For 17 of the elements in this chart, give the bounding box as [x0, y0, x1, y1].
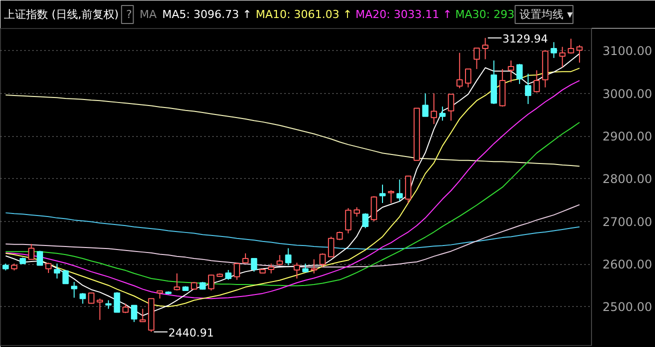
text: MA10: 3061.03 ↑: [256, 8, 352, 21]
text: MA: [140, 8, 158, 21]
text: 设置均线 ▾: [520, 8, 574, 21]
y-tick-label: 2700.00: [602, 214, 652, 229]
annotation: 3129.94: [502, 32, 548, 46]
text: MA5: 3096.73 ↑: [162, 8, 252, 21]
y-tick-label: 3100.00: [602, 44, 652, 58]
text: ?: [126, 8, 132, 21]
text: MA30: 293: [455, 8, 515, 21]
y-tick-label: 3000.00: [602, 86, 652, 101]
y-tick-label: 2900.00: [602, 130, 652, 144]
y-tick-label: 2800.00: [602, 172, 652, 186]
y-tick-label: 2500.00: [602, 300, 652, 314]
text: MA20: 3033.11 ↑: [355, 8, 452, 21]
y-tick-label: 2600.00: [602, 258, 652, 272]
chart-title: 上证指数 (日线,前复权): [4, 8, 119, 21]
annotation: 2440.91: [168, 326, 214, 340]
